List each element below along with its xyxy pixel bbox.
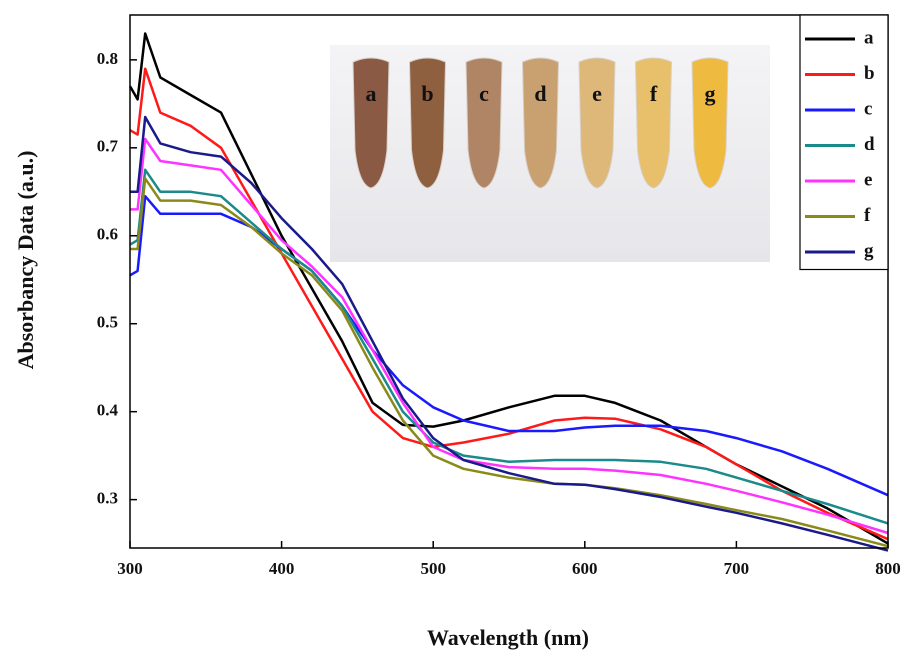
tube-label: d	[534, 81, 546, 106]
y-axis-label: Absorbancy Data (a.u.)	[13, 151, 38, 370]
legend-label: g	[864, 240, 874, 261]
legend-box	[799, 14, 889, 271]
x-tick-label: 500	[420, 559, 446, 578]
series-line	[130, 137, 889, 535]
y-tick-label: 0.3	[97, 489, 118, 508]
legend-label: e	[864, 169, 872, 190]
tube	[408, 57, 447, 189]
tube	[465, 57, 503, 189]
y-tick-label: 0.7	[97, 137, 119, 156]
plot-frame	[129, 14, 889, 549]
tube-label: a	[366, 81, 377, 106]
legend-label: c	[864, 98, 872, 119]
x-tick-label: 300	[117, 559, 143, 578]
legend-label: b	[864, 63, 875, 84]
y-tick-label: 0.4	[97, 401, 119, 420]
series-line	[129, 67, 889, 541]
x-tick-label: 400	[269, 559, 295, 578]
tube-label: e	[592, 81, 602, 106]
y-tick-label: 0.8	[97, 49, 118, 68]
y-tick-label: 0.6	[97, 225, 118, 244]
x-axis-label: Wavelength (nm)	[427, 625, 589, 650]
tube	[352, 57, 390, 189]
legend-label: a	[864, 27, 874, 48]
tube	[578, 57, 616, 189]
series-line	[129, 194, 889, 497]
series-line	[130, 115, 889, 552]
x-tick-label: 600	[572, 559, 598, 578]
tube	[521, 57, 560, 189]
x-tick-label: 700	[724, 559, 750, 578]
legend-label: d	[864, 134, 875, 155]
inset-photo: a b c d e f g	[330, 45, 770, 262]
tube-label: c	[479, 81, 489, 106]
tube-label: b	[421, 81, 433, 106]
legend-label: f	[864, 205, 871, 226]
tube	[691, 57, 729, 189]
tube-label: g	[705, 81, 716, 106]
tube-label: f	[650, 81, 658, 106]
x-tick-label: 800	[875, 559, 901, 578]
y-tick-label: 0.5	[97, 313, 118, 332]
tube	[634, 57, 673, 189]
series-line	[130, 177, 889, 548]
